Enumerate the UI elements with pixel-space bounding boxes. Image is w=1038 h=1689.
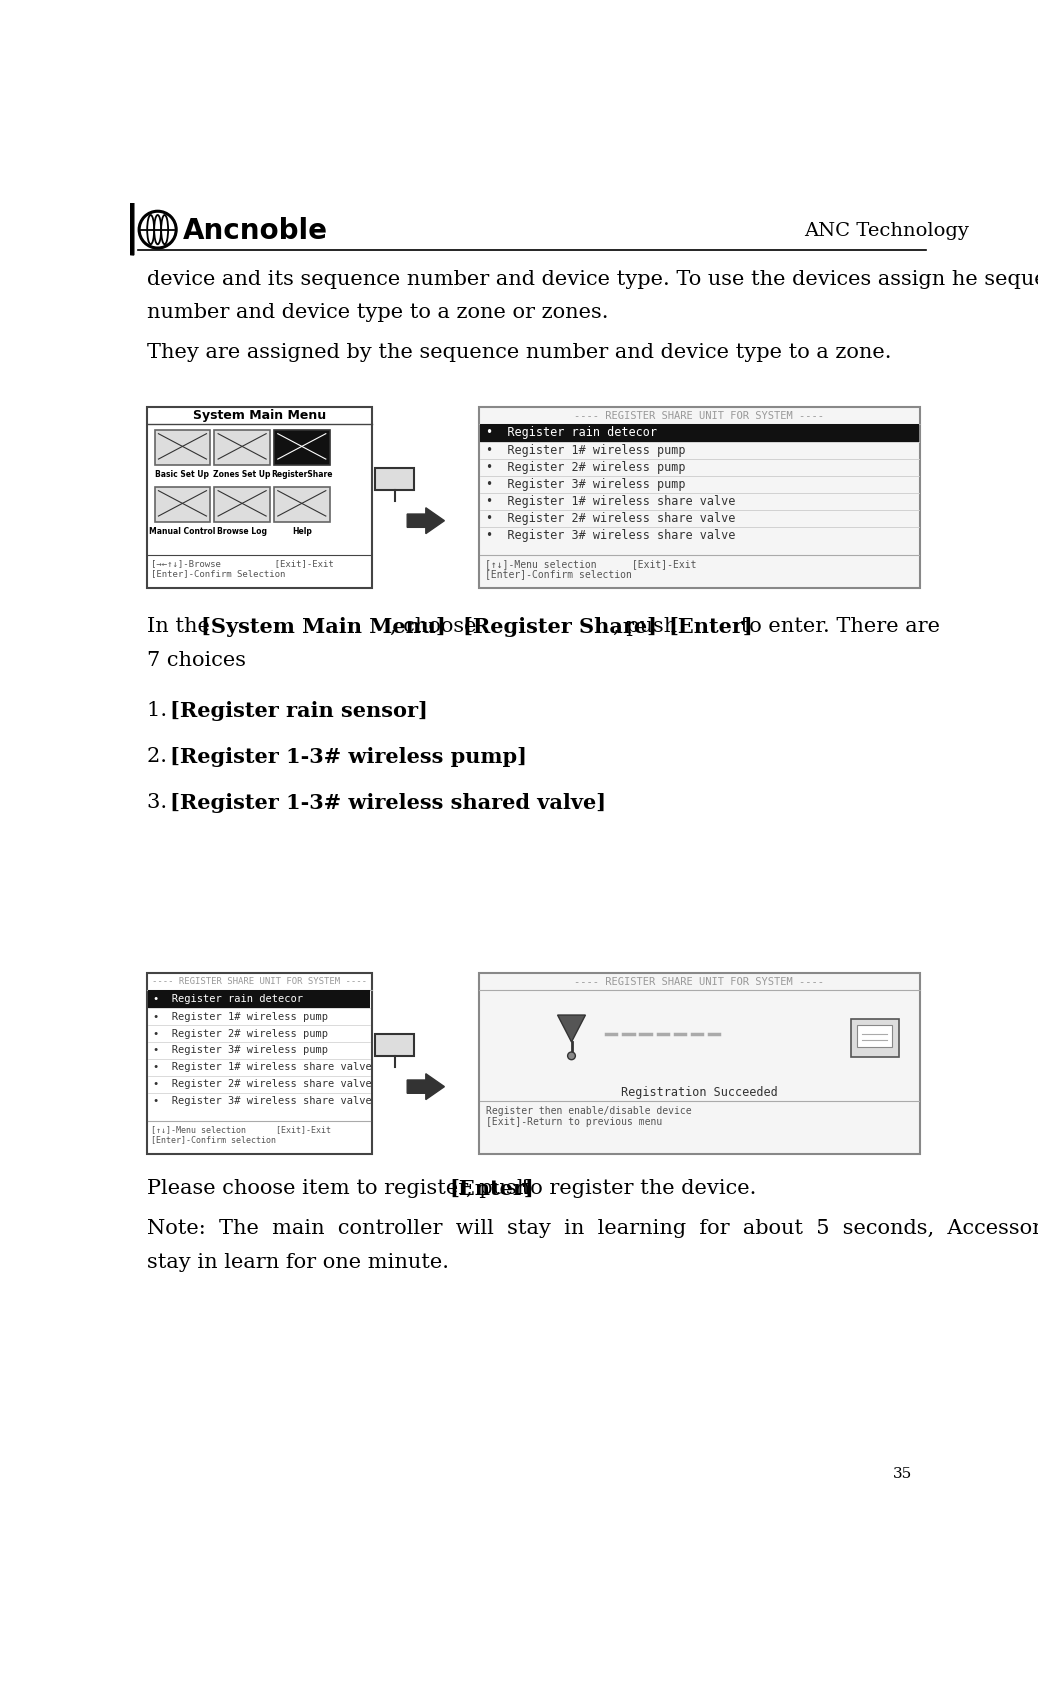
Text: •  Register 1# wireless pump: • Register 1# wireless pump: [486, 444, 686, 458]
Text: •  Register 3# wireless pump: • Register 3# wireless pump: [486, 478, 686, 491]
Text: [Enter]-Confirm selection: [Enter]-Confirm selection: [485, 569, 631, 579]
Circle shape: [141, 213, 174, 247]
Circle shape: [138, 211, 177, 248]
Bar: [146, 973, 372, 1154]
Polygon shape: [102, 196, 134, 255]
Text: Basic Set Up: Basic Set Up: [156, 470, 210, 480]
Text: Help: Help: [292, 527, 311, 535]
Text: 7 choices: 7 choices: [146, 650, 246, 671]
Text: stay in learn for one minute.: stay in learn for one minute.: [146, 1253, 448, 1272]
Text: [↑↓]-Menu selection      [Exit]-Exit: [↑↓]-Menu selection [Exit]-Exit: [152, 1125, 331, 1133]
Text: Please choose item to register, push: Please choose item to register, push: [146, 1179, 537, 1198]
Text: [↑↓]-Menu selection      [Exit]-Exit: [↑↓]-Menu selection [Exit]-Exit: [485, 559, 696, 569]
Bar: [850, 1018, 899, 1057]
Text: RegisterShare: RegisterShare: [271, 470, 332, 480]
Polygon shape: [407, 1074, 444, 1100]
Text: [Enter]-Confirm Selection: [Enter]-Confirm Selection: [152, 569, 285, 578]
Bar: [376, 1034, 414, 1056]
Text: •  Register rain detecor: • Register rain detecor: [486, 426, 657, 439]
Text: [Register rain sensor]: [Register rain sensor]: [170, 701, 428, 721]
Text: •  Register 1# wireless share valve: • Register 1# wireless share valve: [153, 1062, 372, 1073]
Bar: [155, 429, 211, 464]
Text: •  Register 3# wireless share valve: • Register 3# wireless share valve: [153, 1096, 372, 1106]
Text: [Enter]: [Enter]: [667, 616, 753, 637]
Text: Zones Set Up: Zones Set Up: [214, 470, 271, 480]
Text: 3.: 3.: [146, 794, 173, 812]
Text: [Register 1-3# wireless pump]: [Register 1-3# wireless pump]: [170, 747, 527, 767]
Text: •  Register 2# wireless pump: • Register 2# wireless pump: [486, 461, 686, 475]
Text: •  Register 2# wireless share valve: • Register 2# wireless share valve: [486, 512, 736, 525]
Text: [Enter]-Confirm selection: [Enter]-Confirm selection: [152, 1135, 276, 1143]
Text: ---- REGISTER SHARE UNIT FOR SYSTEM ----: ---- REGISTER SHARE UNIT FOR SYSTEM ----: [574, 976, 824, 986]
Text: ---- REGISTER SHARE UNIT FOR SYSTEM ----: ---- REGISTER SHARE UNIT FOR SYSTEM ----: [574, 410, 824, 421]
Text: 2.: 2.: [146, 747, 173, 767]
Text: to register the device.: to register the device.: [515, 1179, 756, 1198]
Text: [Exit]-Return to previous menu: [Exit]-Return to previous menu: [486, 1116, 662, 1127]
Bar: [148, 990, 370, 1008]
Circle shape: [568, 1052, 575, 1059]
Bar: [146, 407, 372, 588]
Text: Note:  The  main  controller  will  stay  in  learning  for  about  5  seconds, : Note: The main controller will stay in l…: [146, 1219, 1038, 1238]
Polygon shape: [407, 508, 444, 534]
Text: [→←↑↓]-Browse          [Exit]-Exit: [→←↑↓]-Browse [Exit]-Exit: [152, 559, 334, 568]
Text: •  Register 2# wireless share valve: • Register 2# wireless share valve: [153, 1079, 372, 1089]
Text: Registration Succeeded: Registration Succeeded: [621, 1086, 777, 1098]
Text: Enter: Enter: [376, 478, 414, 491]
Bar: [480, 424, 919, 443]
Text: to enter. There are: to enter. There are: [734, 616, 939, 637]
Text: •  Register 2# wireless pump: • Register 2# wireless pump: [153, 1029, 328, 1039]
Bar: [155, 486, 211, 522]
Text: •  Register 1# wireless pump: • Register 1# wireless pump: [153, 1012, 328, 1022]
Text: number and device type to a zone or zones.: number and device type to a zone or zone…: [146, 302, 608, 323]
Text: [Enter]: [Enter]: [449, 1179, 534, 1199]
Text: 35: 35: [894, 1466, 912, 1481]
Text: In the: In the: [146, 616, 216, 637]
Text: •  Register 3# wireless share valve: • Register 3# wireless share valve: [486, 529, 736, 542]
Bar: [274, 429, 330, 464]
Text: System Main Menu: System Main Menu: [193, 409, 326, 422]
Text: [Register 1-3# wireless shared valve]: [Register 1-3# wireless shared valve]: [170, 794, 606, 814]
Text: , push: , push: [613, 616, 684, 637]
Bar: [479, 407, 921, 588]
Text: Enter: Enter: [376, 1044, 414, 1057]
Text: •  Register 1# wireless share valve: • Register 1# wireless share valve: [486, 495, 736, 508]
Text: •  Register rain detecor: • Register rain detecor: [153, 993, 303, 1003]
Text: Register then enable/disable device: Register then enable/disable device: [486, 1106, 692, 1116]
Text: , choose: , choose: [390, 616, 484, 637]
Text: Browse Log: Browse Log: [217, 527, 267, 535]
Text: Ancnoble: Ancnoble: [183, 218, 327, 245]
Bar: [376, 468, 414, 490]
Text: device and its sequence number and device type. To use the devices assign he seq: device and its sequence number and devic…: [146, 270, 1038, 289]
Bar: [479, 973, 921, 1154]
Text: [System Main Menu]: [System Main Menu]: [200, 616, 445, 637]
Bar: [274, 486, 330, 522]
Text: Manual Control: Manual Control: [149, 527, 216, 535]
Polygon shape: [557, 1015, 585, 1042]
Text: They are assigned by the sequence number and device type to a zone.: They are assigned by the sequence number…: [146, 343, 892, 361]
Text: ---- REGISTER SHARE UNIT FOR SYSTEM ----: ---- REGISTER SHARE UNIT FOR SYSTEM ----: [152, 978, 366, 986]
Text: 1.: 1.: [146, 701, 173, 720]
Bar: [214, 486, 270, 522]
Bar: [214, 429, 270, 464]
Text: ANC Technology: ANC Technology: [804, 223, 968, 240]
Bar: [856, 1025, 893, 1047]
Text: [Register Share]: [Register Share]: [463, 616, 657, 637]
Text: •  Register 3# wireless pump: • Register 3# wireless pump: [153, 1045, 328, 1056]
